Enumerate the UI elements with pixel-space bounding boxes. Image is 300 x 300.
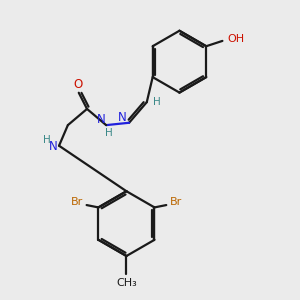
Text: N: N [50, 140, 58, 153]
Text: H: H [43, 135, 50, 146]
Text: H: H [105, 128, 112, 138]
Text: O: O [74, 78, 83, 91]
Text: H: H [153, 97, 161, 107]
Text: Br: Br [170, 197, 182, 207]
Text: CH₃: CH₃ [116, 278, 137, 287]
Text: N: N [97, 113, 105, 126]
Text: Br: Br [71, 197, 83, 207]
Text: OH: OH [227, 34, 244, 44]
Text: N: N [118, 111, 127, 124]
